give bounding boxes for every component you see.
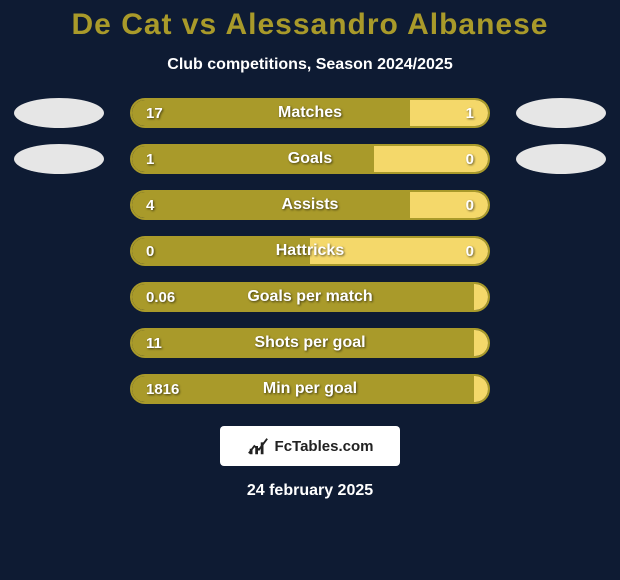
player-photo-right [516, 98, 606, 128]
stat-row: 10Goals [0, 144, 620, 174]
stat-bar-left: 17 [132, 100, 410, 126]
stat-bar: 171Matches [130, 98, 490, 128]
stat-bar-left: 1 [132, 146, 374, 172]
player-photo-left [14, 98, 104, 128]
stat-row: 171Matches [0, 98, 620, 128]
date: 24 february 2025 [0, 482, 620, 500]
stat-value-right: 0 [466, 197, 474, 214]
stat-value-right: 0 [466, 243, 474, 260]
watermark-text: FcTables.com [275, 438, 374, 455]
chart-icon [247, 435, 269, 457]
stat-value-right: 0 [466, 151, 474, 168]
stat-value-left: 11 [146, 335, 162, 352]
stat-bar-left: 4 [132, 192, 410, 218]
stat-value-left: 1816 [146, 381, 179, 398]
stat-value-left: 1 [146, 151, 154, 168]
stat-bar: 00Hattricks [130, 236, 490, 266]
stat-row: 00Hattricks [0, 236, 620, 266]
stat-value-left: 17 [146, 105, 163, 122]
stat-bar-right: 1 [410, 100, 488, 126]
stat-value-left: 4 [146, 197, 154, 214]
subtitle: Club competitions, Season 2024/2025 [0, 56, 620, 74]
stat-value-left: 0.06 [146, 289, 175, 306]
stat-bar-right [474, 376, 488, 402]
stat-bar-right [474, 284, 488, 310]
stat-bar: 40Assists [130, 190, 490, 220]
stat-row: 40Assists [0, 190, 620, 220]
stat-bar: 0.06Goals per match [130, 282, 490, 312]
stat-bar-left: 0.06 [132, 284, 474, 310]
stat-bar: 10Goals [130, 144, 490, 174]
stat-row: 0.06Goals per match [0, 282, 620, 312]
stat-value-right: 1 [466, 105, 474, 122]
stat-bar-right [474, 330, 488, 356]
comparison-card: De Cat vs Alessandro Albanese Club compe… [0, 0, 620, 580]
stat-bar-right: 0 [374, 146, 488, 172]
stat-rows: 171Matches10Goals40Assists00Hattricks0.0… [0, 98, 620, 404]
stat-row: 11Shots per goal [0, 328, 620, 358]
stat-row: 1816Min per goal [0, 374, 620, 404]
player-photo-right [516, 144, 606, 174]
title: De Cat vs Alessandro Albanese [0, 8, 620, 42]
stat-bar-left: 1816 [132, 376, 474, 402]
watermark: FcTables.com [220, 426, 400, 466]
stat-bar-left: 0 [132, 238, 310, 264]
stat-value-left: 0 [146, 243, 154, 260]
stat-bar-right: 0 [310, 238, 488, 264]
stat-bar-left: 11 [132, 330, 474, 356]
stat-bar: 11Shots per goal [130, 328, 490, 358]
stat-bar-right: 0 [410, 192, 488, 218]
player-photo-left [14, 144, 104, 174]
stat-bar: 1816Min per goal [130, 374, 490, 404]
